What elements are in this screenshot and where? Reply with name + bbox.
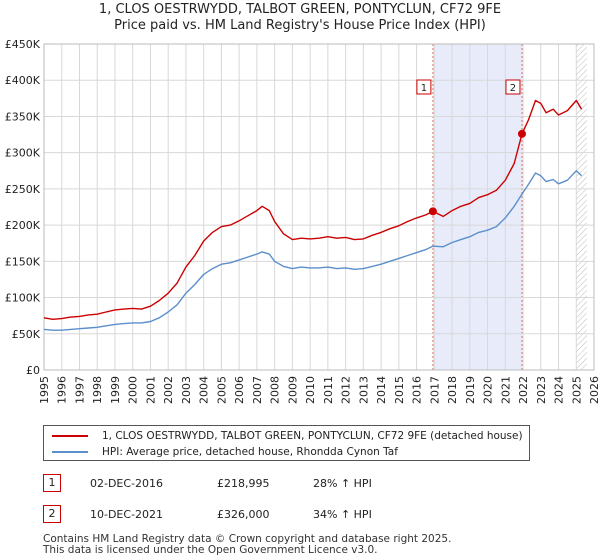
y-tick-label: £150K	[5, 255, 41, 268]
x-tick-label: 2026	[588, 376, 600, 404]
x-tick-label: 2010	[304, 376, 317, 404]
x-tick-label: 2004	[198, 376, 211, 404]
x-tick-label: 2009	[286, 376, 299, 404]
footer-licence: This data is licensed under the Open Gov…	[43, 544, 378, 556]
x-tick-label: 2014	[375, 376, 388, 404]
sale-label: 2	[510, 83, 516, 94]
sale-date: 02-DEC-2016	[90, 477, 164, 490]
sale-point	[428, 207, 437, 216]
legend-label-property: 1, CLOS OESTRWYDD, TALBOT GREEN, PONTYCL…	[102, 430, 523, 442]
x-tick-label: 2011	[322, 376, 335, 404]
x-tick-label: 2008	[269, 376, 282, 404]
x-tick-label: 1995	[38, 376, 51, 404]
x-tick-label: 2017	[428, 376, 441, 404]
sale-badge: 2	[43, 505, 61, 523]
sale-date: 10-DEC-2021	[90, 508, 164, 521]
x-tick-label: 2016	[411, 376, 424, 404]
legend-label-hpi: HPI: Average price, detached house, Rhon…	[102, 446, 398, 458]
chart-subtitle: Price paid vs. HM Land Registry's House …	[114, 18, 486, 33]
x-tick-label: 2003	[180, 376, 193, 404]
price-chart: £0 £50K £100K £150K £200K £250K £300K £350K £400…	[5, 38, 600, 404]
x-tick-label: 1996	[56, 376, 69, 404]
sale-row: 2 10-DEC-2021 £326,000 34% ↑ HPI	[43, 505, 563, 525]
sale-row: 1 02-DEC-2016 £218,995 28% ↑ HPI	[43, 474, 563, 494]
x-tick-label: 2023	[535, 376, 548, 404]
y-tick-label: £400K	[5, 74, 41, 87]
x-tick-label: 2021	[499, 376, 512, 404]
x-tick-label: 2000	[127, 376, 140, 404]
y-tick-label: £50K	[12, 328, 41, 341]
plot-border	[43, 43, 595, 371]
x-tick-label: 2001	[144, 376, 157, 404]
series-line-property	[43, 99, 583, 320]
sale-label-box	[505, 79, 521, 95]
x-tick-label: 2015	[393, 376, 406, 404]
y-tick-label: £450K	[5, 38, 41, 51]
x-tick-label: 2002	[162, 376, 175, 404]
series-line-hpi	[43, 170, 583, 331]
x-tick-label: 2007	[251, 376, 264, 404]
y-tick-label: £250K	[5, 183, 41, 196]
x-tick-label: 1997	[73, 376, 86, 404]
x-tick-label: 1998	[91, 376, 104, 404]
chart-title: 1, CLOS OESTRWYDD, TALBOT GREEN, PONTYCL…	[98, 2, 502, 17]
y-tick-label: £300K	[5, 147, 41, 160]
chart-legend: 1, CLOS OESTRWYDD, TALBOT GREEN, PONTYCL…	[43, 425, 530, 461]
sale-badge: 1	[43, 474, 61, 492]
x-tick-label: 2012	[340, 376, 353, 404]
x-tick-label: 2013	[357, 376, 370, 404]
y-tick-label: £0	[26, 364, 40, 377]
x-tick-label: 2024	[553, 376, 566, 404]
footer-copyright: Contains HM Land Registry data © Crown c…	[43, 533, 452, 545]
x-tick-label: 2022	[517, 376, 530, 404]
y-tick-label: £100K	[5, 292, 41, 305]
legend-swatch-property	[52, 435, 88, 437]
x-tick-label: 2018	[446, 376, 459, 404]
x-tick-label: 1999	[109, 376, 122, 404]
x-tick-label: 2020	[482, 376, 495, 404]
y-tick-label: £350K	[5, 110, 41, 123]
sale-price: £218,995	[217, 477, 270, 490]
x-tick-label: 2006	[233, 376, 246, 404]
sale-hpi-change: 28% ↑ HPI	[313, 477, 372, 490]
sale-label-box	[416, 79, 432, 95]
x-tick-label: 2025	[570, 376, 583, 404]
legend-swatch-hpi	[52, 451, 88, 453]
y-tick-label: £200K	[5, 219, 41, 232]
sale-price: £326,000	[217, 508, 270, 521]
sale-period-shade	[432, 44, 522, 370]
sale-hpi-change: 34% ↑ HPI	[313, 508, 372, 521]
x-tick-label: 2019	[464, 376, 477, 404]
forecast-hatch	[576, 44, 587, 370]
x-tick-label: 2005	[215, 376, 228, 404]
sale-point	[517, 129, 526, 138]
sale-label: 1	[421, 83, 427, 94]
